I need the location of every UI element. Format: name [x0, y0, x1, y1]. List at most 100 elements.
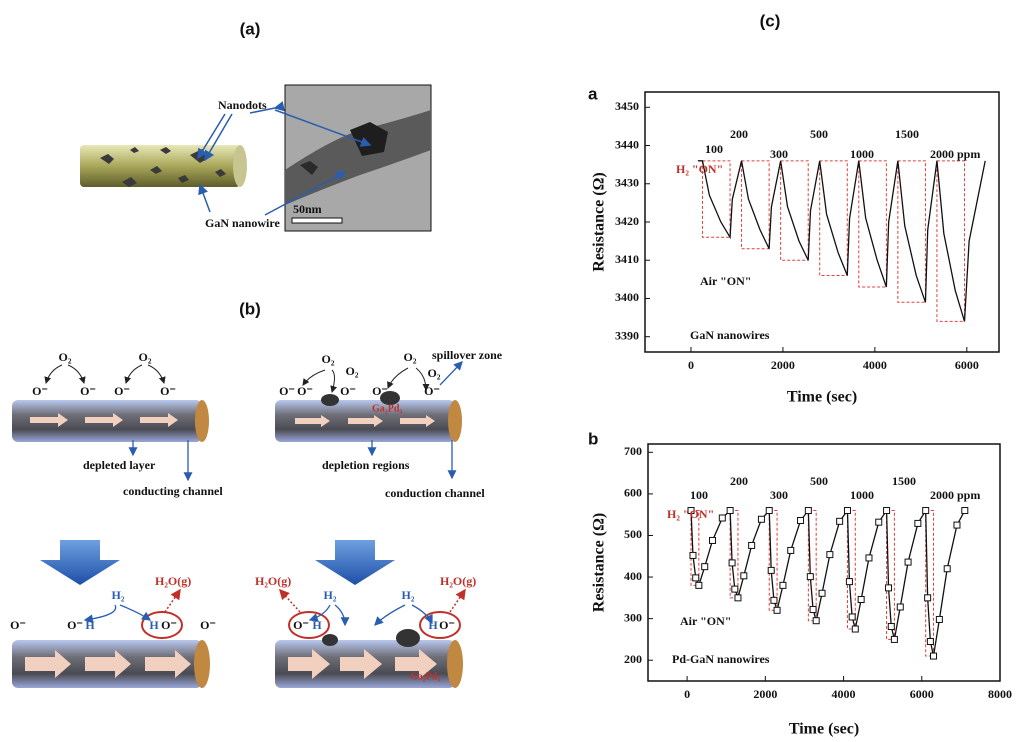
- off-label: Air "ON": [680, 614, 731, 628]
- concentration-label: 300: [770, 147, 788, 161]
- series-line: [697, 160, 986, 322]
- point: [695, 581, 703, 589]
- concentration-label: 100: [690, 488, 708, 502]
- label: O₂: [428, 366, 441, 380]
- label: O⁻: [439, 618, 455, 632]
- concentration-label: 1500: [892, 474, 916, 488]
- point: [896, 603, 904, 611]
- panel-label: (a): [240, 19, 261, 38]
- concentration-label: 2000 ppm: [930, 488, 980, 502]
- point: [765, 507, 773, 515]
- concentration-label: 1000: [850, 488, 874, 502]
- concentration-label: 200: [730, 127, 748, 141]
- on-label: H₂ "ON": [667, 507, 714, 521]
- point: [809, 605, 817, 613]
- label: O⁻: [279, 384, 295, 398]
- pointers: [83, 361, 463, 627]
- x-tick-label: 2000: [753, 687, 777, 701]
- point: [926, 638, 934, 645]
- response-box: [819, 160, 848, 277]
- wire-end: [233, 145, 247, 187]
- point: [851, 625, 859, 633]
- response-box: [858, 160, 887, 288]
- series-line: [690, 508, 966, 657]
- y-tick-label: 3410: [615, 252, 639, 266]
- point: [726, 507, 734, 515]
- point: [818, 589, 826, 597]
- label: depletion regions: [322, 458, 410, 472]
- concentration-label: 200: [730, 474, 748, 488]
- point: [734, 594, 742, 602]
- label: H₂O(g): [255, 574, 291, 588]
- y-tick-label: 3430: [615, 176, 639, 190]
- response-box: [897, 160, 926, 303]
- label: H: [85, 618, 95, 632]
- label: O₂: [59, 350, 72, 364]
- panel-label: (c): [760, 11, 781, 30]
- y-tick-label: 700: [624, 444, 642, 458]
- point: [826, 551, 834, 559]
- tem-dot: [300, 161, 318, 175]
- point: [767, 566, 775, 574]
- label: O⁻: [10, 618, 26, 632]
- label: H₂: [112, 588, 125, 602]
- point: [692, 574, 700, 582]
- point: [731, 585, 739, 593]
- point: [857, 596, 865, 604]
- point: [887, 623, 895, 631]
- pointers: [197, 101, 372, 216]
- point: [924, 594, 932, 602]
- series-label: GaN nanowires: [690, 328, 770, 342]
- panel-letter: b: [588, 429, 598, 448]
- point: [904, 558, 912, 566]
- label: O⁻: [114, 384, 130, 398]
- concentration-label: 500: [810, 474, 828, 488]
- response-box: [729, 510, 739, 599]
- label: Ga₂Pd₅: [372, 403, 402, 414]
- water-arrows: [164, 588, 466, 613]
- response-box: [846, 510, 856, 630]
- panel-letter: a: [588, 84, 598, 103]
- concentration-label: 2000 ppm: [930, 147, 980, 161]
- y-axis-label: Resistance (Ω): [591, 513, 608, 612]
- point: [890, 635, 898, 643]
- point: [728, 559, 736, 567]
- point: [885, 584, 893, 592]
- label: O₂: [346, 364, 359, 378]
- label: O₂: [322, 352, 335, 366]
- x-tick-label: 8000: [988, 687, 1012, 701]
- label: H: [149, 618, 159, 632]
- y-tick-label: 3450: [615, 99, 639, 113]
- point: [836, 517, 844, 525]
- off-label: Air "ON": [700, 274, 751, 288]
- label: H₂: [324, 588, 337, 602]
- response-box: [936, 160, 966, 322]
- label: O⁻: [161, 618, 177, 632]
- label: O⁻: [200, 618, 216, 632]
- label: H: [428, 618, 438, 632]
- point: [689, 551, 697, 559]
- response-box: [925, 510, 935, 657]
- point: [709, 536, 717, 544]
- label: Ga₂Pd₅: [410, 671, 440, 682]
- point: [930, 652, 938, 660]
- point: [922, 507, 930, 515]
- y-tick-label: 600: [624, 486, 642, 500]
- label: O⁻: [32, 384, 48, 398]
- point: [787, 546, 795, 554]
- concentration-label: 1500: [895, 127, 919, 141]
- point: [804, 507, 812, 515]
- y-tick-label: 300: [624, 610, 642, 624]
- label: conduction channel: [385, 486, 485, 500]
- point: [843, 507, 851, 515]
- label: O⁻: [372, 384, 388, 398]
- x-tick-label: 0: [688, 358, 694, 372]
- response-box: [886, 510, 895, 640]
- point: [865, 554, 873, 562]
- label: O₂: [404, 350, 417, 364]
- point: [883, 507, 891, 515]
- plot-frame: [647, 443, 1001, 682]
- panel-label: (b): [239, 299, 261, 318]
- x-tick-label: 2000: [771, 358, 795, 372]
- point: [687, 507, 695, 515]
